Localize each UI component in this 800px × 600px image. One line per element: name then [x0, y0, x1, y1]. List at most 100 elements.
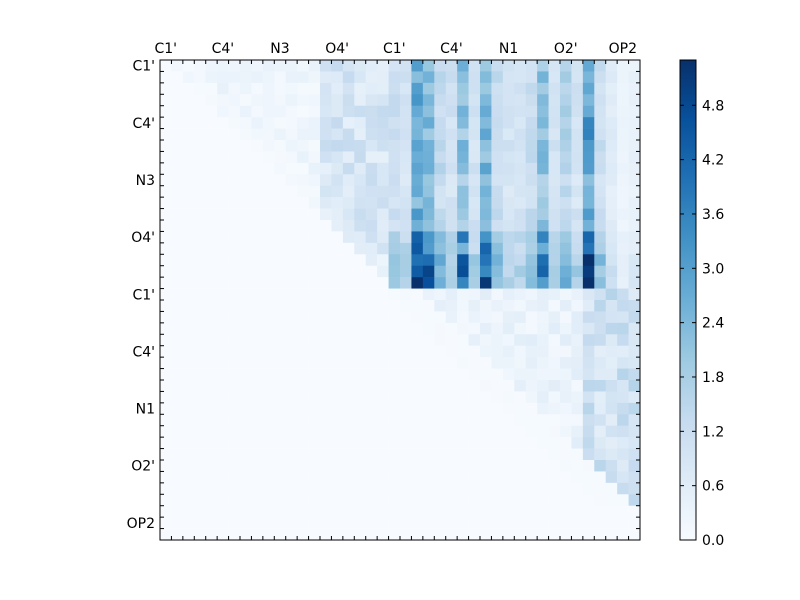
- heatmap-cell: [617, 482, 629, 495]
- heatmap-cell: [537, 311, 549, 324]
- heatmap-cell: [571, 288, 584, 301]
- heatmap-cell: [228, 482, 241, 495]
- heatmap-cell: [400, 391, 412, 404]
- heatmap-cell: [240, 345, 252, 358]
- heatmap-cell: [262, 265, 275, 278]
- heatmap-cell: [537, 368, 549, 381]
- heatmap-cell: [160, 414, 172, 427]
- heatmap-cell: [548, 277, 561, 289]
- heatmap-cell: [285, 277, 298, 289]
- heatmap-cell: [491, 425, 504, 438]
- heatmap-cell: [560, 288, 572, 301]
- heatmap-cell: [354, 402, 367, 415]
- heatmap-cell: [480, 288, 492, 301]
- heatmap-cell: [331, 162, 344, 175]
- heatmap-cell: [308, 471, 321, 484]
- heatmap-cell: [297, 380, 309, 392]
- heatmap-cell: [297, 208, 309, 221]
- heatmap-cell: [171, 288, 184, 301]
- heatmap-cell: [582, 414, 595, 427]
- heatmap-cell: [457, 425, 469, 438]
- heatmap-cell: [320, 494, 332, 507]
- heatmap-cell: [308, 128, 321, 141]
- heatmap-cell: [297, 402, 309, 415]
- heatmap-cell: [548, 517, 561, 529]
- heatmap-cell: [182, 71, 195, 84]
- heatmap-cell: [400, 128, 412, 141]
- heatmap-cell: [308, 300, 321, 312]
- heatmap-cell: [240, 220, 252, 232]
- heatmap-cell: [342, 71, 355, 84]
- heatmap-cell: [445, 517, 458, 529]
- heatmap-cell: [331, 60, 344, 72]
- heatmap-cell: [445, 334, 458, 347]
- heatmap-cell: [422, 71, 435, 84]
- heatmap-cell: [502, 460, 515, 472]
- heatmap-cell: [617, 460, 629, 472]
- heatmap-cell: [297, 197, 309, 209]
- heatmap-cell: [560, 494, 572, 507]
- heatmap-cell: [548, 437, 561, 449]
- heatmap-cell: [480, 380, 492, 392]
- heatmap-cell: [320, 505, 332, 518]
- heatmap-cell: [605, 494, 618, 507]
- heatmap-cell: [560, 105, 572, 118]
- heatmap-cell: [251, 300, 264, 312]
- heatmap-cell: [525, 357, 538, 369]
- heatmap-cell: [491, 357, 504, 369]
- heatmap-cell: [182, 471, 195, 484]
- heatmap-cell: [457, 482, 469, 495]
- heatmap-cell: [560, 311, 572, 324]
- heatmap-cell: [571, 60, 584, 72]
- heatmap-cell: [354, 277, 367, 289]
- heatmap-cell: [582, 437, 595, 449]
- heatmap-cell: [262, 402, 275, 415]
- heatmap-cell: [491, 288, 504, 301]
- heatmap-cell: [354, 380, 367, 392]
- heatmap-cell: [171, 277, 184, 289]
- heatmap-cell: [217, 208, 229, 221]
- heatmap-cell: [548, 82, 561, 95]
- heatmap-cell: [617, 391, 629, 404]
- heatmap-cell: [377, 242, 389, 255]
- heatmap-cell: [422, 380, 435, 392]
- heatmap-cell: [217, 82, 229, 95]
- heatmap-cell: [491, 105, 504, 118]
- heatmap-cell: [320, 220, 332, 232]
- heatmap-cell: [400, 82, 412, 95]
- heatmap-cell: [582, 71, 595, 84]
- heatmap-cell: [320, 368, 332, 381]
- colorbar-tick-label: 1.8: [702, 370, 724, 386]
- heatmap-cell: [182, 437, 195, 449]
- heatmap-cell: [525, 437, 538, 449]
- heatmap-cell: [262, 517, 275, 529]
- heatmap-cell: [240, 277, 252, 289]
- heatmap-cell: [228, 322, 241, 335]
- heatmap-cell: [320, 242, 332, 255]
- heatmap-cell: [457, 162, 469, 175]
- heatmap-cell: [411, 265, 424, 278]
- heatmap-cell: [342, 460, 355, 472]
- heatmap-cell: [182, 254, 195, 267]
- heatmap-cell: [411, 151, 424, 164]
- heatmap-cell: [160, 494, 172, 507]
- heatmap-cell: [594, 197, 607, 209]
- heatmap-cell: [377, 140, 389, 152]
- heatmap-cell: [491, 391, 504, 404]
- heatmap-cell: [205, 197, 218, 209]
- heatmap-cell: [457, 242, 469, 255]
- heatmap-cell: [628, 380, 641, 392]
- heatmap-cell: [502, 517, 515, 529]
- heatmap-cell: [285, 471, 298, 484]
- heatmap-cell: [502, 311, 515, 324]
- heatmap-cell: [251, 288, 264, 301]
- heatmap-cell: [365, 94, 378, 107]
- heatmap-cell: [525, 505, 538, 518]
- heatmap-cell: [525, 345, 538, 358]
- heatmap-cell: [251, 311, 264, 324]
- heatmap-cell: [194, 105, 207, 118]
- heatmap-cell: [194, 231, 207, 244]
- heatmap-cell: [400, 242, 412, 255]
- heatmap-cell: [205, 82, 218, 95]
- heatmap-cell: [194, 71, 207, 84]
